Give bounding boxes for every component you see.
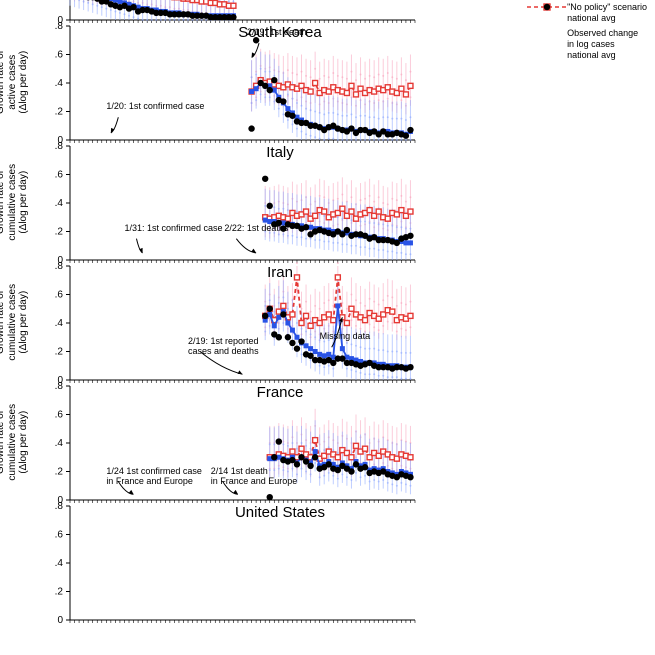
svg-text:.2: .2 [55,107,64,118]
legend-row-observed: Observed changein log casesnational avg [527,28,647,62]
svg-text:.6: .6 [55,170,64,181]
legend: "No policy" scenarionational avg Observe… [527,2,647,64]
svg-text:.8: .8 [55,501,64,512]
y-axis-label: Growth rate ofcumulative cases(Δlog per … [0,147,29,257]
annotation: 1/20: 1st confirmed case [106,101,204,111]
svg-text:.8: .8 [55,261,64,272]
panel-title: France [180,384,380,401]
annotation: 2/19: 1st death [247,27,307,37]
svg-text:0: 0 [57,615,63,626]
panel-title: Italy [180,144,380,161]
y-axis-label: Growth rate ofactive cases(Δlog per day) [0,27,29,137]
svg-text:.4: .4 [55,318,64,329]
legend-label-observed: Observed changein log casesnational avg [567,28,638,62]
svg-text:.4: .4 [55,78,64,89]
annotation: 1/31: 1st confirmed case [124,223,222,233]
svg-text:.8: .8 [55,141,64,152]
legend-label-nopolicy: "No policy" scenarionational avg [567,2,647,25]
annotation: 2/14 1st deathin France and Europe [211,466,298,487]
svg-text:.6: .6 [55,290,64,301]
multi-panel-chart: 00.2.4.6.80.2.4.6.80.2.4.6.80.2.4.6.80.2… [0,0,655,655]
svg-text:.2: .2 [55,467,64,478]
panel-title: Iran [180,264,380,281]
svg-text:.2: .2 [55,587,64,598]
annotation: 2/19: 1st reportedcases and deaths [188,336,259,357]
annotation: 1/24 1st confirmed casein France and Eur… [106,466,202,487]
panel-title: United States [180,504,380,521]
svg-text:.4: .4 [55,558,64,569]
svg-text:.8: .8 [55,21,64,32]
svg-text:.6: .6 [55,530,64,541]
svg-text:.4: .4 [55,438,64,449]
svg-text:.4: .4 [55,198,64,209]
y-axis-label: Growth rate ofcumulative cases(Δlog per … [0,387,29,497]
annotation: Missing data [320,331,371,341]
svg-text:.8: .8 [55,381,64,392]
svg-text:.2: .2 [55,227,64,238]
y-axis-label: Growth rate ofcumulative cases(Δlog per … [0,267,29,377]
svg-text:.2: .2 [55,347,64,358]
annotation: 2/22: 1st deaths [224,223,288,233]
chart-svg: 00.2.4.6.80.2.4.6.80.2.4.6.80.2.4.6.80.2… [0,0,655,655]
svg-text:.6: .6 [55,410,64,421]
svg-text:.6: .6 [55,50,64,61]
